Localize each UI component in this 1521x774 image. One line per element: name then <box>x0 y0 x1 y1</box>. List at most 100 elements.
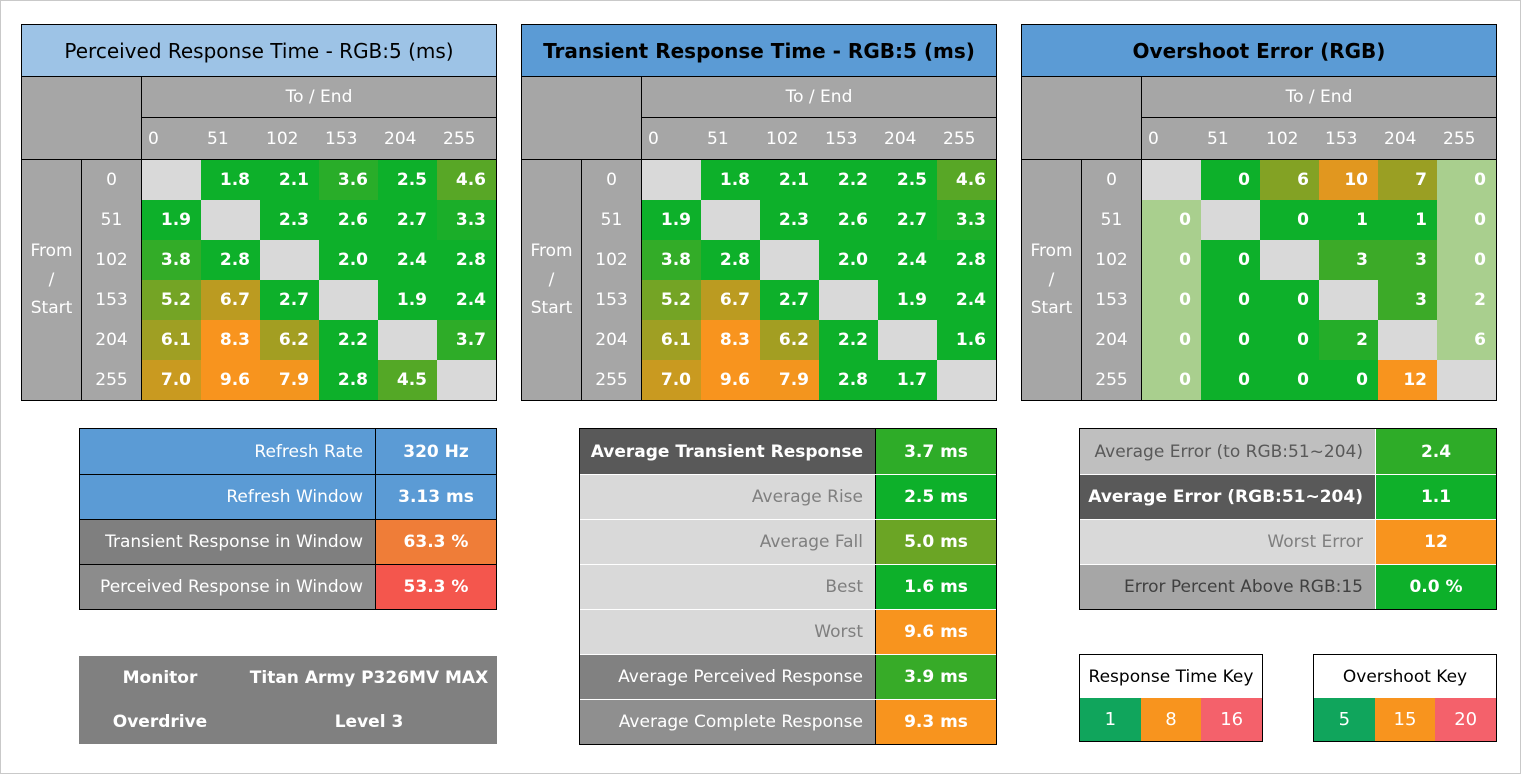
heatmap-cell: 5.2 <box>142 280 201 320</box>
heatmap-grid-transient: To / End 0 51 102 153 204 255 From / Start 0 1.8 2.1… <box>522 77 996 400</box>
heatmap-cell: 9.6 <box>701 360 760 400</box>
overshoot-key-chips: 5 15 20 <box>1314 698 1497 741</box>
axis-label-line: Start <box>1030 298 1073 319</box>
summary-value: 9.6 ms <box>876 610 996 654</box>
heatmap-cell: 2.6 <box>319 200 378 240</box>
axis-label-line: Start <box>530 298 573 319</box>
heatmap-cell: 7.0 <box>142 360 201 400</box>
color-keys: Response Time Key 1 8 16 Overshoot Key 5 15… <box>1079 654 1497 742</box>
axis-label-line: From <box>30 240 73 261</box>
column-overshoot: Overshoot Error (RGB) To / End 0 51 102 153 2… <box>1021 24 1497 745</box>
heatmap-cell: 2.8 <box>701 240 760 280</box>
summary-value: 320 Hz <box>376 429 496 474</box>
heatmap-cell: 2.5 <box>878 160 937 200</box>
summary-value: 53.3 % <box>376 565 496 609</box>
summary-label: Average Fall <box>580 520 876 564</box>
key-chip: 1 <box>1080 698 1141 741</box>
heatmap-cell: 0 <box>1142 320 1201 360</box>
column-transient: Transient Response Time - RGB:5 (ms) To … <box>521 24 997 745</box>
col-header: 51 <box>201 118 260 160</box>
heatmap-cell <box>437 360 496 400</box>
response-time-key-chips: 1 8 16 <box>1080 698 1263 741</box>
col-header: 153 <box>319 118 378 160</box>
row-header: 102 <box>1082 240 1142 280</box>
heatmap-cell <box>201 200 260 240</box>
summary-label: Worst <box>580 610 876 654</box>
col-header: 255 <box>937 118 996 160</box>
heatmap-cell: 5.2 <box>642 280 701 320</box>
heatmap-cell: 2.3 <box>760 200 819 240</box>
summary-row: Refresh Rate 320 Hz <box>80 429 496 474</box>
summary-value: 3.9 ms <box>876 655 996 699</box>
response-time-key-title: Response Time Key <box>1088 666 1254 687</box>
axis-label-from-start: From / Start <box>522 160 582 400</box>
heatmap-cell: 2.8 <box>819 360 878 400</box>
heatmap-cell: 1.7 <box>878 360 937 400</box>
heatmap-cell: 1.8 <box>701 160 760 200</box>
error-summary-table: Average Error (to RGB:51~204) 2.4 Average … <box>1079 428 1497 610</box>
summary-value: 2.4 <box>1376 429 1496 474</box>
table-title-transient: Transient Response Time - RGB:5 (ms) <box>522 25 996 77</box>
axis-label-line: / <box>548 269 555 290</box>
heatmap-cell: 0 <box>1201 280 1260 320</box>
summary-row: Average Transient Response 3.7 ms <box>580 429 996 474</box>
table-title-perceived: Perceived Response Time - RGB:5 (ms) <box>22 25 496 77</box>
key-chip: 16 <box>1201 698 1263 741</box>
summary-label: Worst Error <box>1080 520 1376 564</box>
heatmap-grid-overshoot: To / End 0 51 102 153 204 255 From / Start 0 0 6 10 7 0… <box>1022 77 1496 400</box>
heatmap-cell: 4.6 <box>937 160 996 200</box>
summary-row: Average Error (to RGB:51~204) 2.4 <box>1080 429 1496 474</box>
summary-label: Average Complete Response <box>580 700 876 744</box>
summary-label: Average Transient Response <box>580 429 876 474</box>
row-header: 153 <box>582 280 642 320</box>
table-title-overshoot: Overshoot Error (RGB) <box>1022 25 1496 77</box>
heatmap-cell: 0 <box>1319 360 1378 400</box>
heatmap-cell: 0 <box>1201 320 1260 360</box>
heatmap-cell: 2.4 <box>437 280 496 320</box>
summary-label: Average Error (to RGB:51~204) <box>1080 429 1376 474</box>
heatmap-cell: 3 <box>1378 280 1437 320</box>
heatmap-cell: 0 <box>1142 280 1201 320</box>
heatmap-cell: 3 <box>1378 240 1437 280</box>
heatmap-cell: 4.6 <box>437 160 496 200</box>
heatmap-cell: 0 <box>1260 280 1319 320</box>
heatmap-cell <box>260 240 319 280</box>
heatmap-cell: 2.7 <box>878 200 937 240</box>
summary-label: Refresh Rate <box>80 429 376 474</box>
summary-row: Worst Error 12 <box>1080 519 1496 564</box>
heatmap-cell: 1.9 <box>878 280 937 320</box>
corner-cell <box>1022 77 1142 160</box>
summary-row: Average Perceived Response 3.9 ms <box>580 654 996 699</box>
col-header: 0 <box>642 118 701 160</box>
corner-cell <box>22 77 142 160</box>
heatmap-cell: 3.7 <box>437 320 496 360</box>
col-header: 0 <box>142 118 201 160</box>
heatmap-cell: 7.9 <box>760 360 819 400</box>
axis-label-to-end: To / End <box>642 77 996 118</box>
summary-value: 1.1 <box>1376 475 1496 519</box>
heatmap-cell: 2 <box>1319 320 1378 360</box>
heatmap-cell <box>319 280 378 320</box>
heatmap-cell: 2 <box>1437 280 1496 320</box>
overshoot-key: Overshoot Key 5 15 20 <box>1313 654 1497 742</box>
summary-label: Average Rise <box>580 475 876 519</box>
heatmap-cell: 1 <box>1378 200 1437 240</box>
heatmap-cell: 2.1 <box>260 160 319 200</box>
summary-value: 3.13 ms <box>376 475 496 519</box>
monitor-name-value: Titan Army P326MV MAX <box>249 668 489 688</box>
heatmap-cell: 2.2 <box>819 320 878 360</box>
heatmap-cell: 0 <box>1142 240 1201 280</box>
row-header: 255 <box>1082 360 1142 400</box>
row-header: 51 <box>582 200 642 240</box>
heatmap-cell <box>1260 240 1319 280</box>
heatmap-cell <box>701 200 760 240</box>
heatmap-cell: 2.3 <box>260 200 319 240</box>
summary-row: Refresh Window 3.13 ms <box>80 474 496 519</box>
col-header: 204 <box>1378 118 1437 160</box>
summary-row: Average Error (RGB:51~204) 1.1 <box>1080 474 1496 519</box>
axis-label-to-end: To / End <box>1142 77 1496 118</box>
axis-label-line: Start <box>30 298 73 319</box>
row-header: 153 <box>1082 280 1142 320</box>
heatmap-cell: 2.1 <box>760 160 819 200</box>
heatmap-cell <box>1437 360 1496 400</box>
